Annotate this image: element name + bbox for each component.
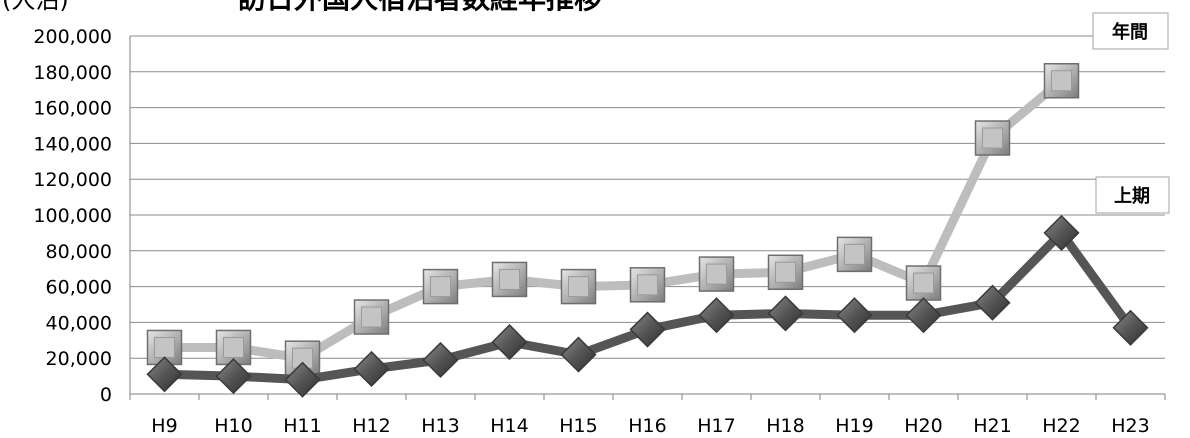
data-point-square (974, 120, 1011, 156)
data-point-diamond (629, 311, 666, 348)
data-point-diamond (974, 284, 1011, 321)
data-point-diamond (215, 358, 252, 395)
y-tick-label: 60,000 (46, 277, 112, 299)
x-tick-label: H11 (283, 415, 321, 437)
y-tick-label: 200,000 (33, 26, 112, 48)
data-point-square-face (154, 336, 175, 358)
x-tick-label: H12 (352, 415, 390, 437)
data-point-square-face (430, 276, 451, 298)
x-tick-label: H19 (835, 415, 873, 437)
y-tick-label: 100,000 (33, 205, 112, 227)
data-point-diamond (422, 341, 459, 379)
data-point-diamond (284, 361, 321, 398)
data-point-diamond (1043, 214, 1080, 251)
y-tick-label: 0 (100, 384, 112, 406)
data-point-square-face (913, 272, 934, 294)
data-point-diamond (905, 297, 942, 334)
y-tick-label: 80,000 (46, 241, 112, 263)
data-point-square-face (775, 261, 796, 283)
y-tick-label: 20,000 (46, 348, 112, 370)
x-tick-label: H18 (766, 415, 804, 437)
grid-lines (130, 35, 1165, 359)
x-tick-label: H23 (1111, 415, 1149, 437)
legend-first-half-label: 上期 (1114, 186, 1150, 207)
x-tick-label: H10 (214, 415, 252, 437)
data-point-square-face (637, 274, 658, 296)
y-axis-tick-labels: 0 20,000 40,000 60,000 80,000 100,000 120,000 1… (33, 26, 112, 406)
x-tick-label: H20 (904, 415, 942, 437)
data-point-square-face (223, 336, 244, 358)
x-tick-label: H17 (697, 415, 735, 437)
data-point-diamond (767, 295, 804, 332)
legend-first-half: 上期 (1095, 176, 1170, 214)
data-point-square-face (982, 127, 1003, 149)
data-point-square (491, 261, 528, 298)
data-point-diamond (698, 297, 735, 334)
y-tick-label: 40,000 (46, 312, 112, 334)
x-tick-label: H9 (151, 415, 177, 437)
y-tick-label: 160,000 (33, 98, 112, 120)
y-tick-label: 140,000 (33, 133, 112, 155)
data-point-diamond (146, 356, 183, 393)
legend-annual-box (1092, 12, 1169, 50)
data-point-square-face (1051, 70, 1072, 92)
chart-title-prefix: (人泊) (2, 0, 69, 14)
x-tick-label: H16 (628, 415, 666, 437)
data-point-diamond (560, 336, 597, 373)
x-tick-label: H15 (559, 415, 597, 437)
data-point-diamond (1112, 309, 1149, 346)
data-point-square-face (706, 263, 727, 285)
legend-annual-label: 年間 (1112, 21, 1148, 43)
data-point-square-face (499, 268, 520, 290)
series-first-half (146, 214, 1149, 398)
y-tick-label: 180,000 (33, 62, 112, 84)
x-tick-label: H22 (1042, 415, 1080, 437)
x-tick-label: H13 (421, 415, 459, 437)
x-axis-tick-labels: H9 H10 H11 H12 H13 H14 H15 H16 H17 H18 H19 H20 H21 H2… (151, 415, 1149, 437)
x-tick-label: H14 (490, 415, 528, 437)
legend-annual: 年間 (1092, 12, 1169, 50)
data-point-square-face (844, 243, 865, 265)
series-layer (146, 63, 1149, 398)
data-point-diamond (836, 297, 873, 334)
data-point-square-face (361, 306, 382, 328)
data-point-diamond (353, 350, 390, 388)
data-point-diamond (491, 324, 528, 361)
x-tick-label: H21 (973, 415, 1011, 437)
y-tick-label: 120,000 (33, 169, 112, 191)
data-point-square-face (568, 276, 589, 298)
legend-first-half-box (1095, 176, 1170, 214)
series-annual (146, 63, 1080, 376)
chart-title: 訪日外国人宿泊者数経年推移 (238, 0, 602, 15)
